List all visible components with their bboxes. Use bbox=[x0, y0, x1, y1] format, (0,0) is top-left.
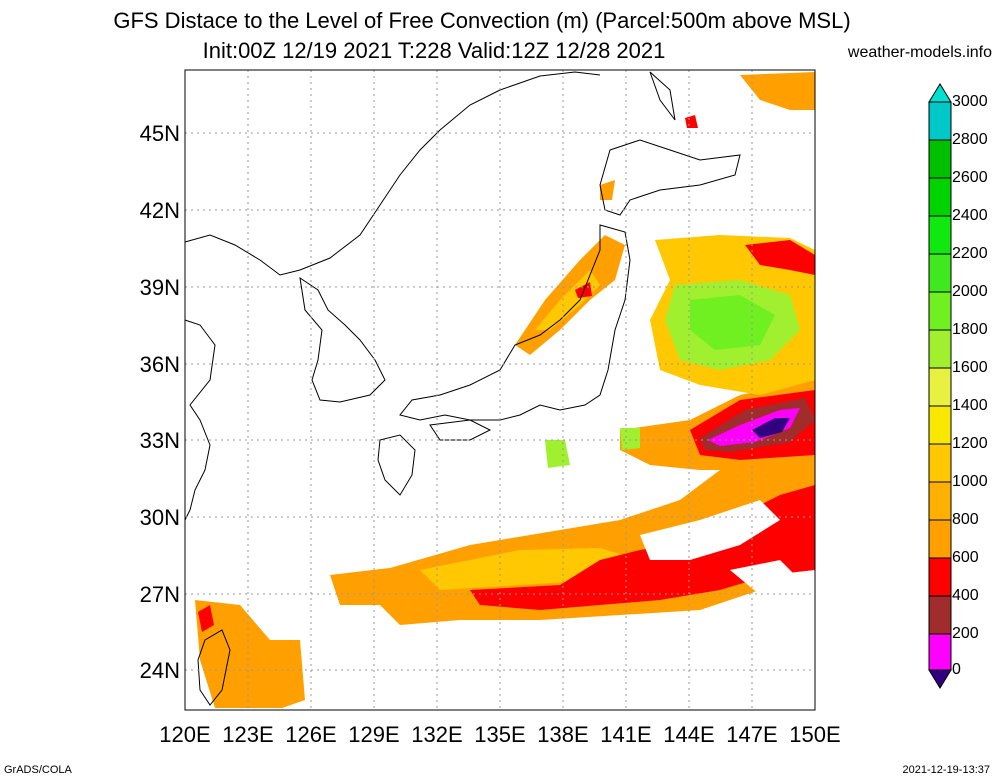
footer-timestamp: 2021-12-19-13:37 bbox=[902, 764, 990, 776]
colorbar-label: 2200 bbox=[952, 245, 988, 262]
lon-label: 123E bbox=[222, 722, 274, 747]
lon-label: 144E bbox=[663, 722, 715, 747]
lat-label: 24N bbox=[139, 658, 180, 683]
field-red-ne bbox=[745, 240, 815, 275]
colorbar-label: 1000 bbox=[952, 473, 988, 490]
lat-label: 27N bbox=[139, 582, 180, 607]
coast-honshu bbox=[399, 224, 631, 421]
map-subtitle: Init:00Z 12/19 2021 T:228 Valid:12Z 12/2… bbox=[202, 38, 666, 63]
coast-taiwan bbox=[197, 629, 231, 706]
field-magenta-east bbox=[708, 408, 800, 446]
lon-label: 147E bbox=[726, 722, 778, 747]
colorbar-bottom-arrow bbox=[928, 669, 952, 689]
colorbar-label: 200 bbox=[952, 625, 979, 642]
field-orange-sw bbox=[195, 600, 305, 708]
field-red-south bbox=[470, 485, 815, 610]
coastline-layer bbox=[184, 71, 741, 706]
lat-label: 36N bbox=[139, 352, 180, 377]
lon-label: 120E bbox=[159, 722, 211, 747]
field-white-gap2 bbox=[730, 560, 800, 595]
field-lightgreen-ne bbox=[690, 295, 775, 350]
lat-label: 45N bbox=[139, 121, 180, 146]
colorbar-label: 600 bbox=[952, 549, 979, 566]
colorbar bbox=[928, 83, 952, 689]
coast-mainland bbox=[184, 71, 601, 276]
field-orange-top2 bbox=[600, 180, 615, 200]
field-red-top bbox=[685, 115, 698, 128]
lon-label: 138E bbox=[537, 722, 589, 747]
colorbar-top-arrow bbox=[928, 83, 952, 103]
field-red-sw bbox=[198, 605, 214, 632]
field-white-gap bbox=[640, 500, 780, 560]
colorbar-label: 2600 bbox=[952, 169, 988, 186]
map-title: GFS Distace to the Level of Free Convect… bbox=[113, 8, 851, 33]
lat-label: 30N bbox=[139, 505, 180, 530]
colorbar-label: 1200 bbox=[952, 435, 988, 452]
lon-label: 135E bbox=[474, 722, 526, 747]
lon-label: 126E bbox=[285, 722, 337, 747]
coast-kyushu bbox=[377, 434, 416, 496]
field-green-c bbox=[545, 440, 570, 468]
colorbar-label: 0 bbox=[952, 661, 961, 678]
site-credit: weather-models.info bbox=[847, 44, 992, 61]
field-orange-top bbox=[740, 72, 815, 110]
lon-label: 150E bbox=[789, 722, 841, 747]
colorbar-label: 1600 bbox=[952, 359, 988, 376]
coast-korea bbox=[299, 276, 386, 403]
lon-label: 132E bbox=[411, 722, 463, 747]
lat-label: 39N bbox=[139, 275, 180, 300]
lat-label: 33N bbox=[139, 428, 180, 453]
field-green-c2 bbox=[620, 428, 640, 450]
colorbar-label: 2000 bbox=[952, 283, 988, 300]
map-frame bbox=[184, 69, 816, 711]
lon-label: 141E bbox=[600, 722, 652, 747]
coast-hokkaido bbox=[599, 139, 741, 216]
colorbar-label: 2800 bbox=[952, 131, 988, 148]
coast-shikoku bbox=[429, 419, 492, 441]
coast-china-east bbox=[184, 319, 216, 521]
colorbar-label: 800 bbox=[952, 511, 979, 528]
grid-layer bbox=[185, 70, 815, 710]
colorbar-label: 1800 bbox=[952, 321, 988, 338]
colorbar-label: 3000 bbox=[952, 93, 988, 110]
coast-sakhalin bbox=[649, 71, 676, 121]
field-yellow-soj bbox=[535, 270, 600, 330]
colorbar-label: 1400 bbox=[952, 397, 988, 414]
colorbar-label: 400 bbox=[952, 587, 979, 604]
footer-software: GrADS/COLA bbox=[4, 764, 72, 776]
field-indigo-east bbox=[752, 418, 790, 438]
colorbar-label: 2400 bbox=[952, 207, 988, 224]
lat-label: 42N bbox=[139, 198, 180, 223]
lon-label: 129E bbox=[348, 722, 400, 747]
field-layer bbox=[195, 72, 815, 708]
